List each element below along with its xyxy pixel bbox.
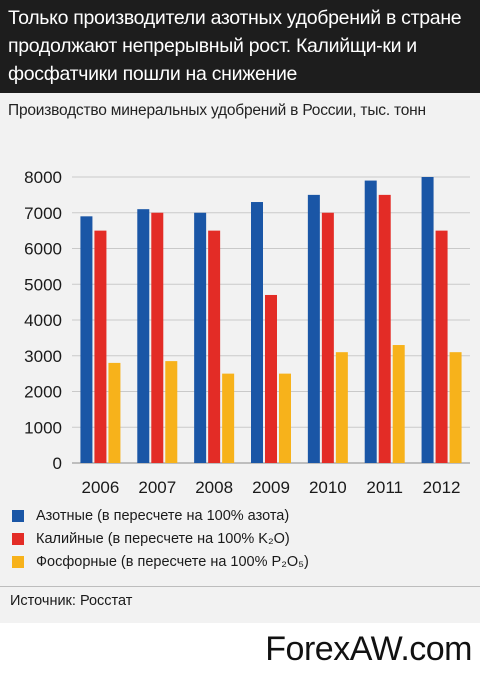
bar-series-1-2012 [421, 177, 434, 463]
bar-series-3-2006 [108, 362, 121, 463]
legend-label-nitrogen: Азотные (в пересчете на 100% азота) [36, 508, 290, 524]
source-note: Источник: Росстат [10, 593, 133, 609]
x-tick-label: 2006 [82, 478, 120, 497]
y-tick-label: 6000 [24, 240, 62, 259]
legend-item-nitrogen: Азотные (в пересчете на 100% азота) [8, 505, 476, 528]
legend-swatch-nitrogen [12, 510, 24, 522]
bar-series-3-2008 [222, 373, 235, 463]
header-title: Только производители азотных удобрений в… [8, 7, 462, 85]
x-tick-label: 2009 [252, 478, 290, 497]
bar-series-2-2012 [435, 230, 448, 463]
x-tick-label: 2008 [195, 478, 233, 497]
legend: Азотные (в пересчете на 100% азота) Кали… [8, 505, 476, 574]
y-tick-label: 8000 [24, 168, 62, 187]
bar-series-2-2008 [208, 230, 221, 463]
y-tick-label: 1000 [24, 418, 62, 437]
bar-series-1-2011 [364, 180, 377, 463]
legend-swatch-potash [12, 533, 24, 545]
bar-series-1-2007 [137, 209, 150, 463]
chart-panel: Производство минеральных удобрений в Рос… [0, 93, 480, 623]
bar-series-3-2011 [392, 345, 405, 463]
bar-series-2-2010 [321, 212, 334, 463]
legend-label-potash: Калийные (в пересчете на 100% K₂O) [36, 531, 290, 547]
chart-title: Производство минеральных удобрений в Рос… [8, 102, 426, 119]
y-tick-label: 4000 [24, 311, 62, 330]
bar-series-2-2011 [378, 194, 391, 463]
header: Только производители азотных удобрений в… [0, 0, 480, 93]
source-divider [0, 586, 480, 587]
bar-series-3-2012 [449, 352, 462, 463]
x-tick-label: 2011 [366, 478, 403, 497]
y-tick-label: 5000 [24, 275, 62, 294]
legend-label-phosphate: Фосфорные (в пересчете на 100% P₂O₅) [36, 554, 309, 570]
bar-series-3-2010 [335, 352, 348, 463]
bar-chart: 0 1000 2000 3000 4000 5000 6000 7000 8000 2006 200… [24, 168, 470, 497]
bar-series-1-2006 [80, 216, 93, 463]
legend-item-phosphate: Фосфорные (в пересчете на 100% P₂O₅) [8, 551, 476, 574]
y-tick-label: 2000 [24, 383, 62, 402]
x-tick-label: 2007 [138, 478, 176, 497]
watermark: ForexAW.com [265, 630, 472, 668]
legend-item-potash: Калийные (в пересчете на 100% K₂O) [8, 528, 476, 551]
bar-series-2-2007 [151, 212, 164, 463]
legend-swatch-phosphate [12, 556, 24, 568]
x-tick-label: 2010 [309, 478, 347, 497]
bar-series-1-2010 [307, 194, 320, 463]
x-tick-label: 2012 [423, 478, 461, 497]
bar-series-2-2006 [94, 230, 107, 463]
y-tick-label: 3000 [24, 347, 62, 366]
bar-series-3-2007 [165, 361, 178, 463]
bar-series-1-2008 [194, 212, 207, 463]
bar-series-2-2009 [265, 294, 277, 463]
bar-series-3-2009 [279, 373, 291, 463]
y-tick-label: 0 [53, 454, 62, 473]
bar-series-1-2009 [251, 202, 263, 463]
y-tick-label: 7000 [24, 204, 62, 223]
